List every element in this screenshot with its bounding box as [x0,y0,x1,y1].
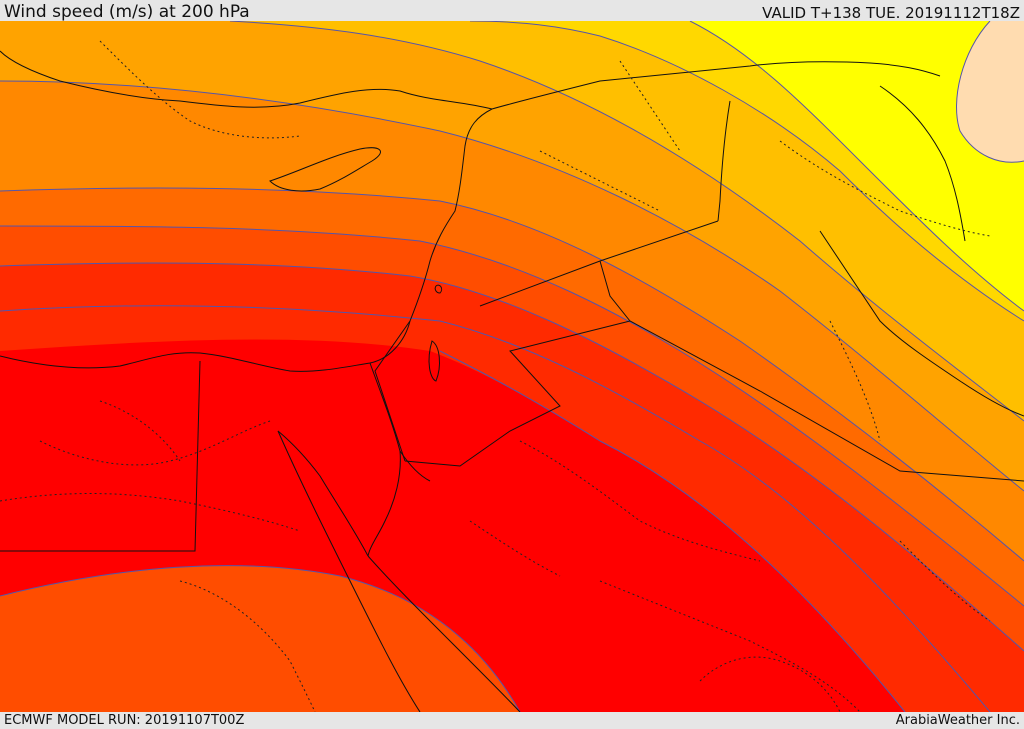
map-title: Wind speed (m/s) at 200 hPa [4,2,250,22]
credit-label: ArabiaWeather Inc. [895,713,1020,728]
valid-time-label: VALID T+138 TUE. 20191112T18Z [762,4,1020,22]
province-borders [0,40,991,712]
coastlines [0,50,1024,712]
isotach-contours [0,21,1024,712]
header-bar: Wind speed (m/s) at 200 hPa VALID T+138 … [0,0,1024,21]
wind-speed-map [0,21,1024,712]
band-fill-1 [690,21,1024,311]
country-borders [0,61,1024,552]
band-fill-weakest [956,21,1024,163]
map-canvas [0,21,1024,712]
model-run-label: ECMWF MODEL RUN: 20191107T00Z [4,713,245,728]
band-fill-sw [0,565,520,712]
footer-bar: ECMWF MODEL RUN: 20191107T00Z ArabiaWeat… [0,712,1024,729]
